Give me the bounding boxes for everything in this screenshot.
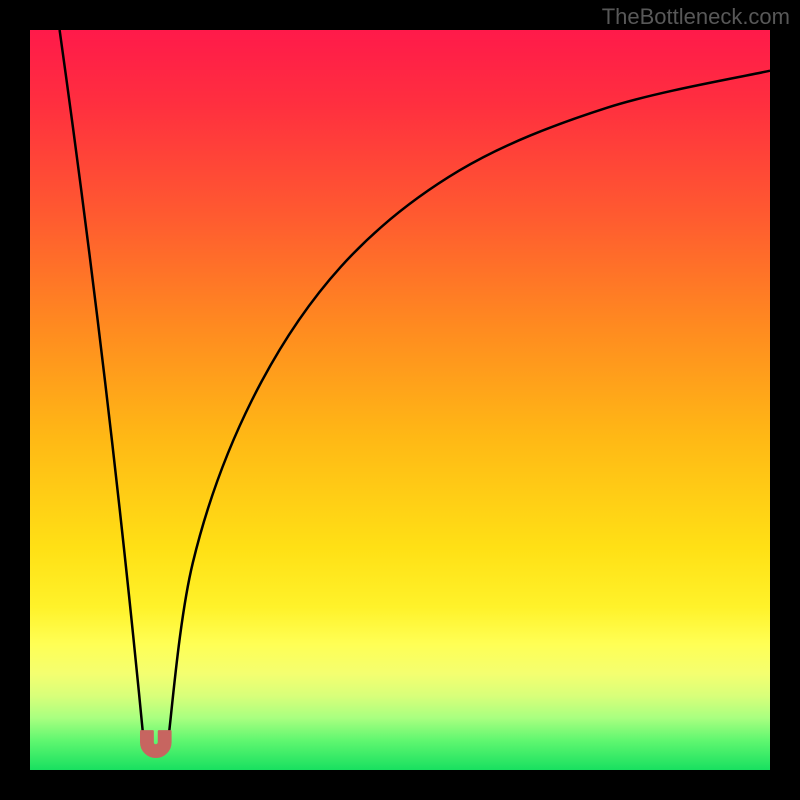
- chart-container: TheBottleneck.com: [0, 0, 800, 800]
- bottleneck-chart: [0, 0, 800, 800]
- watermark-text: TheBottleneck.com: [602, 4, 790, 30]
- plot-background-gradient: [30, 30, 770, 770]
